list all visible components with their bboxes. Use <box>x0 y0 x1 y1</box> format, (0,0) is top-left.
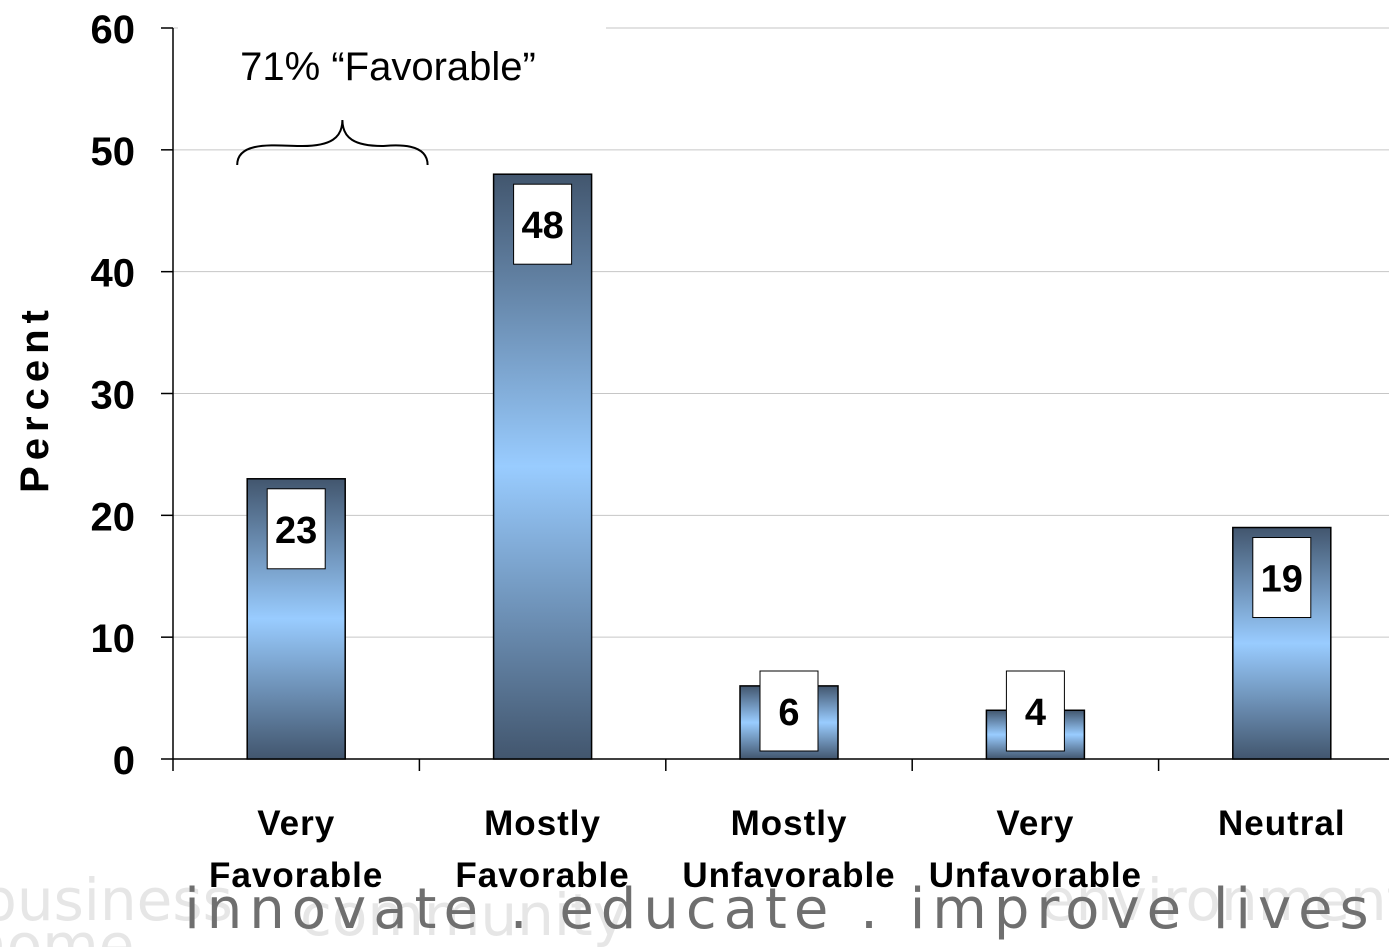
data-label: 19 <box>1261 559 1303 601</box>
category-label: Very <box>996 804 1074 843</box>
category-label: Mostly <box>731 804 848 843</box>
y-tick-label: 20 <box>91 495 136 539</box>
annotation: 71% “Favorable” <box>178 22 606 166</box>
annotation-text: 71% “Favorable” <box>240 45 536 89</box>
y-tick-label: 40 <box>91 252 136 296</box>
category-label: Mostly <box>484 804 601 843</box>
data-label-box <box>513 183 573 265</box>
annotation-brace <box>236 119 429 166</box>
category-labels: Very Favorable Mostly Favorable Mostly Unfavo… <box>209 804 1346 895</box>
category-label: Very <box>257 804 335 843</box>
y-tick-label: 50 <box>91 130 136 174</box>
data-label: 4 <box>1025 692 1046 734</box>
category-label: Favorable <box>209 856 383 895</box>
y-tick-label: 30 <box>91 374 136 418</box>
y-tick-labels: 0 10 20 30 40 50 60 <box>91 8 136 783</box>
y-tick-label: 60 <box>91 8 136 52</box>
y-tick-label: 10 <box>91 617 136 661</box>
background-word: business <box>0 866 233 934</box>
background-word: environment <box>1040 866 1389 934</box>
data-label-box <box>1005 670 1065 752</box>
annotation-background <box>178 22 606 102</box>
data-label-box <box>759 670 819 752</box>
category-label: Unfavorable <box>929 856 1142 895</box>
data-label: 23 <box>275 510 317 552</box>
data-labels: 23 48 6 4 19 <box>266 183 1312 752</box>
background-watermark: business home community environment <box>0 866 1389 947</box>
gridlines <box>173 27 1389 638</box>
footer-tagline: innovate . educate . improve lives <box>184 877 1375 942</box>
category-label: Favorable <box>455 856 629 895</box>
category-label: Unfavorable <box>682 856 895 895</box>
bar <box>492 173 593 760</box>
data-label-box <box>1252 537 1312 619</box>
data-label-box <box>266 488 326 570</box>
data-label: 6 <box>778 692 799 734</box>
y-tick-label: 0 <box>113 739 135 783</box>
background-word: community <box>300 881 627 947</box>
y-axis-title: Percent <box>13 304 57 493</box>
data-label: 48 <box>521 205 563 247</box>
background-word: home <box>0 911 134 947</box>
category-label: Neutral <box>1218 804 1346 843</box>
